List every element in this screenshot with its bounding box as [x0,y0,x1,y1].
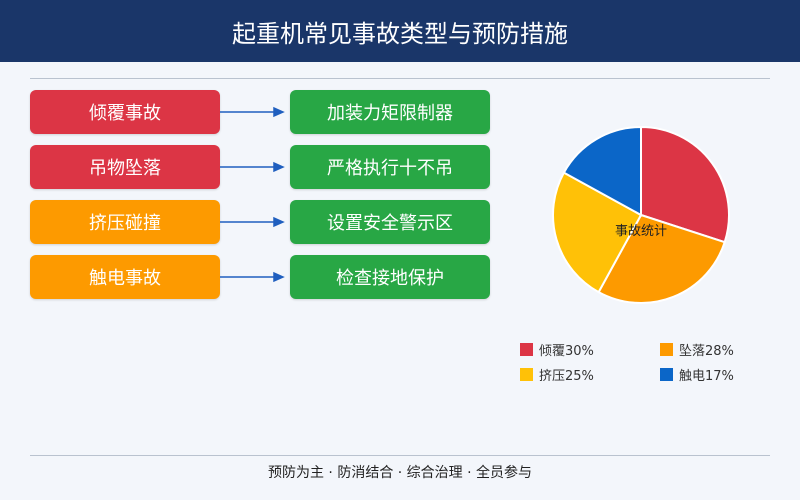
pie-slice-坠落 [597,213,726,304]
measure-label: 加装力矩限制器 [327,103,453,124]
arrow-head [273,106,285,118]
legend-item-tipping: 倾覆30% [520,340,594,359]
pie-slice-触电 [562,125,642,217]
measure-label: 严格执行十不吊 [327,158,453,179]
pie-slice-倾覆 [640,125,730,244]
cause-box-crushing: 挤压碰撞 [30,200,220,244]
cause-label: 吊物坠落 [89,158,161,179]
footer-slogan: 预防为主 · 防消结合 · 综合治理 · 全员参与 [267,465,533,481]
measure-label: 设置安全警示区 [327,213,453,234]
pie-chart-title: 事故统计 [615,224,667,239]
page-header: 起重机常见事故类型与预防措施 [0,0,800,62]
cause-box-falling-load: 吊物坠落 [30,145,220,189]
legend-label: 挤压25% [539,369,594,384]
measure-box-moment-limiter: 加装力矩限制器 [290,90,490,134]
cause-label: 倾覆事故 [89,103,161,124]
pie-slice-挤压 [552,171,643,294]
measure-box-ten-no-lift: 严格执行十不吊 [290,145,490,189]
measure-box-warning-zone: 设置安全警示区 [290,200,490,244]
legend-label: 倾覆30% [539,344,594,359]
arrow-head [273,216,285,228]
legend-item-crushing: 挤压25% [520,365,594,384]
measure-label: 检查接地保护 [336,268,444,289]
cause-label: 挤压碰撞 [89,213,161,234]
arrow-head [273,271,285,283]
legend-swatch [660,343,673,356]
legend-item-falling: 坠落28% [660,340,734,359]
page-title: 起重机常见事故类型与预防措施 [232,19,568,48]
cause-box-tipping: 倾覆事故 [30,90,220,134]
legend-label: 坠落28% [679,344,734,359]
top-divider [30,78,770,79]
legend-label: 触电17% [679,369,734,384]
legend-swatch [520,368,533,381]
cause-label: 触电事故 [89,268,161,289]
legend-swatch [520,343,533,356]
legend-swatch [660,368,673,381]
arrow-head [273,161,285,173]
bottom-divider [30,455,770,456]
legend-item-electrocution: 触电17% [660,365,734,384]
measure-box-grounding: 检查接地保护 [290,255,490,299]
cause-box-electrocution: 触电事故 [30,255,220,299]
